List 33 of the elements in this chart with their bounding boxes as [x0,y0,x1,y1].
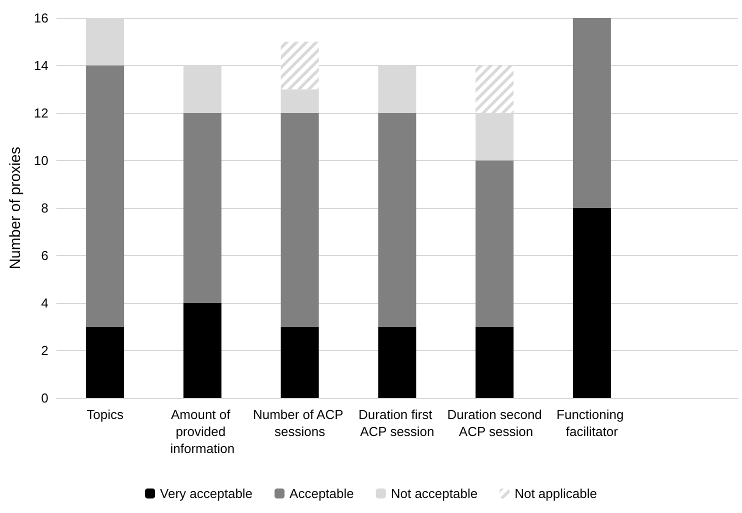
x-tick-label: Topics [86,407,124,422]
legend-label: Not applicable [514,486,597,501]
x-tick-label: Duration first ACP session [358,407,436,439]
bar [378,326,416,398]
y-tick-label: 10 [34,153,48,168]
bar [572,18,611,208]
bar [280,326,319,398]
legend-label: Not acceptable [390,486,478,501]
y-tick-label: 4 [41,296,48,310]
bar [86,326,124,398]
bar [476,326,514,398]
y-tick-label: 0 [41,390,48,406]
y-tick-label: 12 [34,106,48,120]
x-tick-label: Amount of provided information [170,407,235,456]
bar [572,208,611,398]
bar [86,66,124,327]
bar [183,303,222,398]
bar [183,113,222,303]
y-axis-title: Number of proxies [7,146,24,270]
legend-label: Acceptable [290,486,354,501]
x-tick-label: Number of ACP sessions [252,407,347,439]
y-tick-label: 16 [34,10,48,26]
bar [280,89,319,113]
bar [378,113,416,327]
y-tick-label: 14 [34,58,48,73]
y-tick-label: 8 [41,200,48,216]
x-tick-label: Functioning facilitator [556,407,628,439]
bar [476,160,514,327]
y-tick-label: 2 [41,343,48,358]
y-tick-label: 6 [41,248,48,263]
legend-label: Very acceptable [160,486,253,501]
x-tick-label: Duration second ACP session [447,407,542,439]
bar [280,113,319,327]
